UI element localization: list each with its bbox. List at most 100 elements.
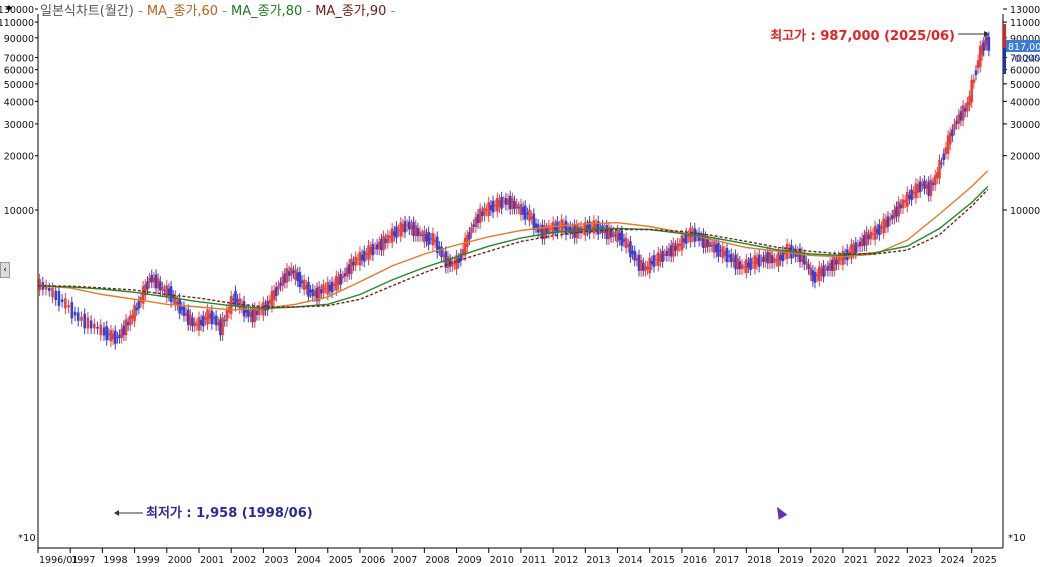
x-tick-label: 2008: [425, 555, 449, 566]
candle-body: [146, 281, 149, 290]
candle-body: [382, 235, 385, 251]
candle-body: [397, 229, 400, 232]
candle-body: [358, 251, 362, 266]
candle-body: [277, 285, 280, 290]
candle-body: [641, 262, 645, 271]
candle-body: [442, 254, 445, 257]
candle-body: [481, 211, 484, 216]
candle-body: [929, 179, 933, 196]
y-tick-left: 30000: [4, 120, 34, 131]
x-tick-label: 2024: [940, 555, 964, 566]
settings-icon[interactable]: ✦: [4, 2, 14, 15]
candle-body: [961, 105, 965, 121]
candle-body: [478, 208, 482, 224]
x-tick-label: 2006: [361, 555, 385, 566]
candle-body: [687, 235, 690, 238]
candle-body: [440, 246, 443, 257]
y-tick-right: 10000: [1010, 206, 1040, 217]
candle-body: [835, 259, 838, 265]
candle-body: [665, 250, 669, 256]
candle-body: [165, 285, 169, 298]
candle-body: [811, 270, 815, 282]
candle-body: [633, 250, 636, 261]
candle-body: [547, 225, 551, 234]
candle-body: [982, 42, 986, 51]
candle-body: [76, 312, 80, 321]
candle-body: [691, 231, 694, 237]
candle-body: [770, 255, 774, 263]
candle-body: [244, 309, 248, 313]
ma90-label: MA_종가,90: [315, 4, 387, 19]
y-tick-right: 130000: [1010, 5, 1040, 16]
candle-body: [755, 257, 759, 265]
candle-body: [384, 238, 388, 244]
candle-body: [197, 316, 201, 331]
candle-body: [487, 202, 491, 217]
candle-body: [504, 198, 508, 205]
candle-body: [124, 319, 128, 336]
candle-body: [822, 265, 825, 277]
candle-body: [603, 228, 606, 234]
candle-body: [732, 257, 735, 263]
candle-body: [575, 224, 579, 239]
candle-body: [427, 231, 430, 245]
candle-body: [64, 298, 67, 309]
candle-body: [300, 280, 304, 284]
candle-body: [247, 309, 250, 317]
candle-body: [721, 246, 725, 258]
candle-body: [126, 322, 130, 326]
candle-body: [553, 224, 557, 231]
candle-body: [337, 276, 340, 286]
candle-body: [753, 255, 757, 269]
candle-body: [347, 264, 351, 275]
candle-body: [590, 226, 594, 228]
candle-body: [867, 234, 870, 240]
x-tick-label: 1996/01: [39, 555, 78, 566]
candle-body: [498, 199, 501, 208]
candle-body: [107, 333, 111, 335]
candle-body: [783, 252, 787, 255]
candle-body: [549, 228, 553, 230]
candle-body: [472, 224, 476, 228]
y-tick-right: 90000: [1010, 34, 1040, 45]
candle-body: [652, 255, 656, 267]
collapse-arrow-icon[interactable]: ‹: [0, 262, 10, 278]
y-tick-right: 40000: [1010, 97, 1040, 108]
candle-body: [408, 221, 411, 230]
candle-body: [206, 309, 209, 325]
ma60-line: [37, 170, 989, 311]
candle-body: [225, 309, 229, 322]
candle-body: [654, 259, 658, 261]
candle-body: [637, 254, 641, 271]
candle-body: [425, 233, 428, 242]
candle-body: [848, 251, 851, 254]
candle-body: [663, 254, 667, 256]
candle-body: [274, 287, 278, 297]
candle-body: [775, 259, 778, 262]
candle-body: [328, 284, 332, 292]
candle-body: [150, 274, 154, 283]
axis-unit-left: *10: [18, 533, 36, 544]
candle-body: [367, 245, 370, 260]
candle-body: [682, 238, 686, 243]
x-tick-label: 2018: [747, 555, 771, 566]
candle-body: [678, 243, 682, 247]
candle-body: [180, 307, 184, 310]
candle-body: [921, 183, 924, 186]
candle-body: [882, 218, 885, 234]
candle-body: [798, 248, 802, 262]
candle-body: [453, 262, 456, 265]
candle-body: [513, 200, 516, 209]
candle-body: [141, 286, 145, 304]
x-tick-label: 1999: [136, 555, 160, 566]
candle-body: [186, 309, 190, 326]
candle-body: [393, 231, 396, 236]
candle-body: [465, 235, 469, 247]
candle-body: [830, 259, 834, 271]
candle-body: [729, 253, 733, 263]
candle-body: [154, 274, 158, 289]
candle-body: [341, 276, 345, 279]
candle-body: [972, 79, 976, 83]
candle-body: [978, 46, 982, 67]
